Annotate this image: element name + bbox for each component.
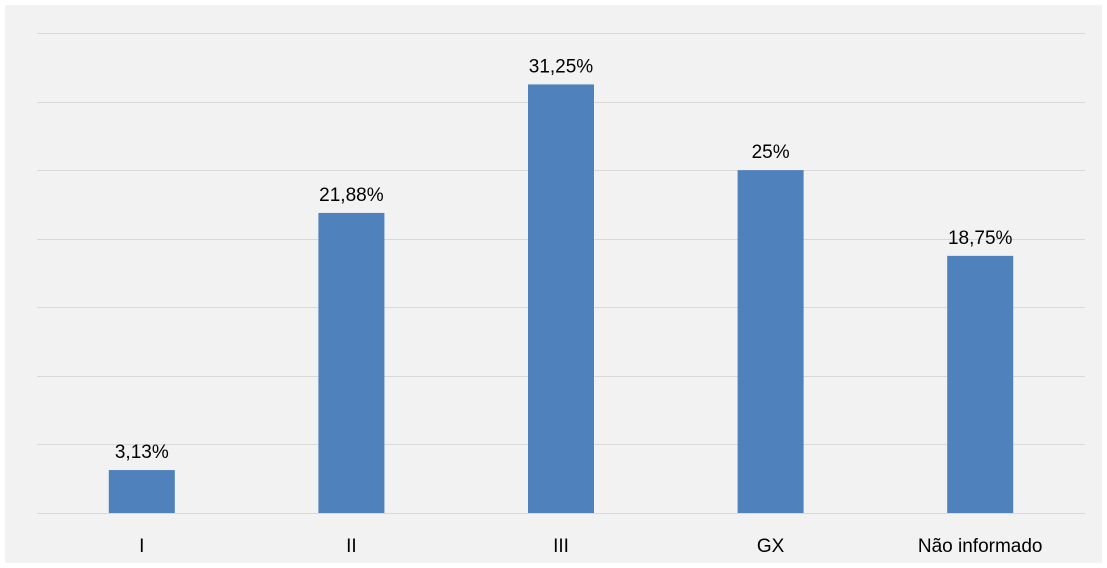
x-axis-ticks: I II III GX Não informado bbox=[139, 536, 1042, 557]
data-labels: 3,13% 21,88% 31,25% 25% 18,75% bbox=[115, 56, 1013, 463]
bar-5 bbox=[947, 255, 1014, 513]
bar-4 bbox=[737, 170, 804, 513]
x-tick-label-2: II bbox=[346, 536, 357, 557]
bar-1 bbox=[108, 470, 175, 513]
x-tick-label-3: III bbox=[553, 536, 569, 557]
bars bbox=[108, 84, 1014, 513]
data-label-3: 31,25% bbox=[529, 56, 594, 77]
data-label-5: 18,75% bbox=[948, 228, 1013, 249]
x-tick-label-4: GX bbox=[757, 536, 785, 557]
bar-3 bbox=[528, 84, 594, 513]
bar-2 bbox=[318, 212, 385, 513]
data-label-2: 21,88% bbox=[319, 185, 384, 206]
x-tick-label-1: I bbox=[139, 536, 144, 557]
data-label-1: 3,13% bbox=[115, 442, 169, 463]
data-label-4: 25% bbox=[752, 142, 790, 163]
x-tick-label-5: Não informado bbox=[918, 536, 1043, 557]
